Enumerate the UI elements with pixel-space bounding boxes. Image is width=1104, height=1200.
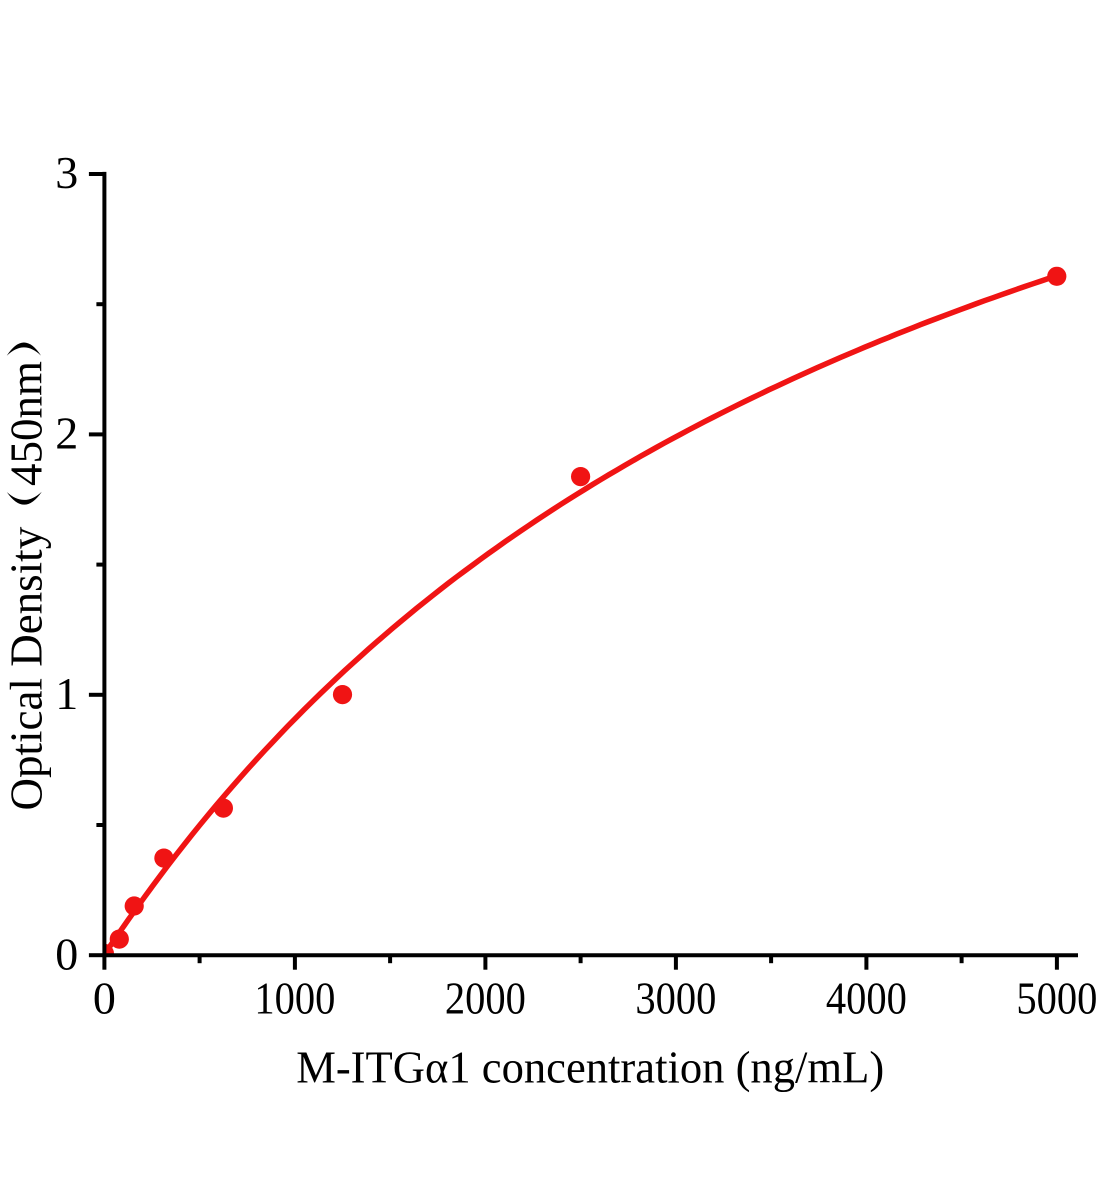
svg-text:1000: 1000 (254, 973, 335, 1024)
svg-text:3: 3 (55, 147, 78, 198)
svg-text:3000: 3000 (635, 973, 716, 1024)
svg-text:1: 1 (55, 668, 78, 719)
svg-text:5000: 5000 (1016, 973, 1097, 1024)
svg-text:M-ITGα1 concentration (ng/mL): M-ITGα1 concentration (ng/mL) (296, 1041, 884, 1092)
svg-text:0: 0 (55, 928, 78, 979)
svg-text:2: 2 (55, 408, 78, 459)
svg-text:450nm: 450nm (2, 361, 52, 486)
svg-text:0: 0 (93, 973, 116, 1024)
svg-text:Optical Density: Optical Density (2, 526, 52, 810)
svg-text:4000: 4000 (826, 973, 907, 1024)
svg-text:2000: 2000 (445, 973, 526, 1024)
